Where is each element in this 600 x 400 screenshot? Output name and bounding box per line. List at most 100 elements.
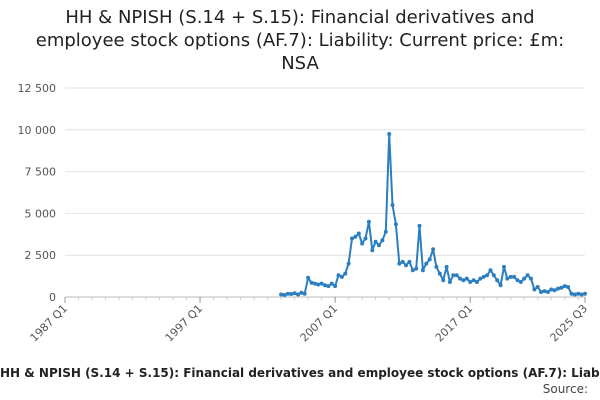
data-point[interactable]	[431, 247, 436, 252]
data-point[interactable]	[390, 203, 395, 207]
data-point[interactable]	[410, 268, 415, 273]
data-point[interactable]	[306, 275, 311, 280]
data-point[interactable]	[525, 273, 530, 278]
data-point[interactable]	[420, 268, 425, 273]
data-point[interactable]	[542, 289, 547, 294]
data-point[interactable]	[552, 288, 557, 293]
data-point[interactable]	[387, 132, 392, 136]
data-point[interactable]	[572, 292, 577, 297]
x-tick-label: 2017 Q1	[433, 302, 476, 345]
data-point[interactable]	[336, 273, 341, 278]
data-point[interactable]	[393, 222, 398, 227]
data-point[interactable]	[471, 278, 476, 283]
data-point[interactable]	[309, 280, 314, 285]
data-point[interactable]	[532, 287, 537, 292]
data-point[interactable]	[424, 261, 429, 266]
data-point[interactable]	[458, 276, 463, 281]
data-point[interactable]	[319, 281, 324, 286]
data-point[interactable]	[485, 273, 490, 278]
data-point[interactable]	[383, 229, 388, 234]
data-point[interactable]	[562, 284, 567, 289]
data-point[interactable]	[370, 248, 375, 253]
data-point[interactable]	[437, 271, 442, 276]
data-point[interactable]	[447, 280, 452, 284]
data-point[interactable]	[579, 292, 584, 297]
data-point[interactable]	[285, 291, 290, 296]
data-point[interactable]	[353, 234, 358, 239]
data-point[interactable]	[512, 274, 517, 279]
data-point[interactable]	[566, 285, 571, 289]
data-point[interactable]	[323, 283, 327, 288]
data-point[interactable]	[279, 292, 284, 297]
data-point[interactable]	[474, 280, 479, 284]
data-point[interactable]	[545, 290, 550, 294]
data-point[interactable]	[556, 286, 560, 291]
data-point[interactable]	[427, 257, 432, 262]
data-point[interactable]	[498, 283, 503, 288]
data-point[interactable]	[407, 259, 412, 264]
data-point[interactable]	[302, 291, 307, 296]
y-tick-label: 2 500	[25, 249, 57, 262]
data-point[interactable]	[461, 278, 466, 283]
data-point[interactable]	[373, 239, 378, 244]
data-point[interactable]	[346, 261, 351, 266]
data-point[interactable]	[397, 261, 402, 266]
data-point[interactable]	[569, 291, 574, 296]
data-point[interactable]	[356, 231, 361, 236]
data-point[interactable]	[299, 290, 304, 295]
data-point[interactable]	[495, 278, 500, 283]
data-point[interactable]	[339, 274, 344, 279]
data-point[interactable]	[312, 281, 317, 286]
data-point[interactable]	[559, 285, 564, 290]
data-point[interactable]	[404, 263, 408, 268]
data-point[interactable]	[380, 238, 385, 243]
data-point[interactable]	[417, 223, 422, 228]
data-point[interactable]	[377, 243, 381, 248]
data-point[interactable]	[414, 266, 419, 271]
data-point[interactable]	[535, 285, 540, 289]
data-point[interactable]	[468, 280, 473, 284]
data-point[interactable]	[360, 241, 365, 246]
data-point[interactable]	[529, 276, 533, 281]
data-point[interactable]	[502, 264, 506, 269]
data-point[interactable]	[451, 273, 456, 278]
x-tick-label: 1997 Q1	[163, 302, 206, 345]
data-point[interactable]	[464, 276, 469, 281]
data-point[interactable]	[549, 287, 554, 292]
data-point[interactable]	[296, 292, 300, 297]
data-point[interactable]	[329, 281, 334, 286]
data-point[interactable]	[491, 273, 496, 278]
data-point[interactable]	[400, 259, 405, 264]
data-point[interactable]	[316, 282, 321, 287]
data-point[interactable]	[583, 291, 587, 296]
data-point[interactable]	[508, 274, 513, 279]
gridlines	[65, 87, 585, 256]
data-point[interactable]	[539, 290, 544, 294]
data-point[interactable]	[518, 280, 523, 284]
data-point[interactable]	[282, 293, 287, 297]
data-point[interactable]	[478, 276, 483, 281]
y-tick-label: 7 500	[25, 166, 57, 179]
data-point[interactable]	[515, 278, 520, 283]
data-point[interactable]	[366, 219, 371, 224]
data-point[interactable]	[292, 291, 297, 296]
chart-title: HH & NPISH (S.14 + S.15): Financial deri…	[35, 7, 565, 74]
data-point[interactable]	[333, 284, 338, 289]
legend-label: HH & NPISH (S.14 + S.15): Financial deri…	[0, 366, 600, 380]
data-point[interactable]	[363, 236, 368, 241]
data-point[interactable]	[343, 271, 348, 276]
data-point[interactable]	[481, 274, 486, 279]
data-point[interactable]	[326, 284, 331, 289]
y-tick-label: 0	[49, 291, 56, 304]
data-point[interactable]	[441, 278, 446, 283]
data-point[interactable]	[454, 273, 459, 278]
data-point[interactable]	[444, 264, 449, 269]
data-point[interactable]	[522, 276, 527, 281]
x-tick-label: 2007 Q1	[298, 302, 341, 345]
data-point[interactable]	[350, 236, 354, 241]
data-point[interactable]	[434, 264, 439, 269]
data-point[interactable]	[576, 291, 581, 296]
data-point[interactable]	[289, 292, 294, 296]
data-point[interactable]	[488, 268, 493, 273]
data-point[interactable]	[505, 276, 510, 281]
